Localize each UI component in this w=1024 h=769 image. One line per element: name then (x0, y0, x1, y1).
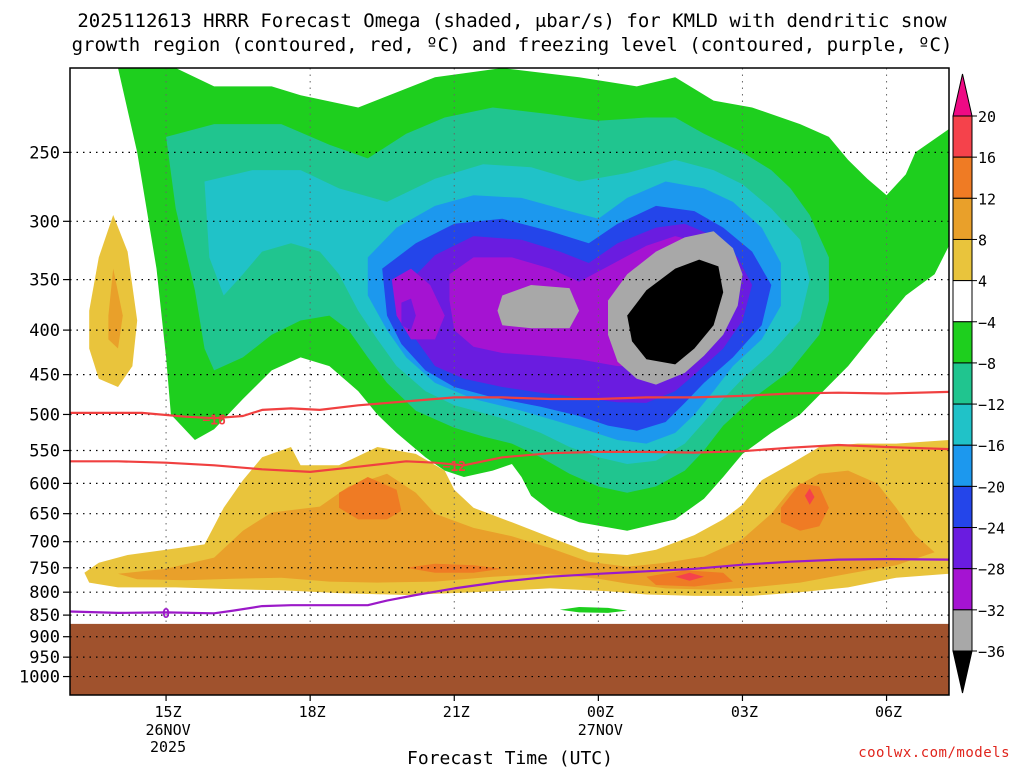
dgz-contour-label: −16 (202, 414, 226, 429)
omega-region-18 (780, 483, 829, 531)
y-tick-label: 400 (29, 321, 60, 341)
colorbar-swatch (952, 238, 973, 282)
omega-region-20 (804, 488, 815, 505)
omega-region-12 (559, 607, 628, 613)
plot-frame (69, 67, 950, 696)
colorbar-label: −32 (978, 602, 1005, 620)
colorbar-label: −8 (978, 355, 996, 373)
dgz-contour-1 (70, 443, 949, 473)
x-tick-label: 03Z (731, 703, 758, 721)
x-tick-date: 26NOV (145, 721, 190, 739)
y-tick-label: 550 (29, 442, 60, 462)
chart-title-line1: 2025112613 HRRR Forecast Omega (shaded, … (77, 10, 947, 32)
colorbar-label: −36 (978, 643, 1005, 661)
colorbar-swatch-bottom (952, 650, 973, 694)
omega-region-19 (675, 572, 704, 581)
colorbar-swatch (952, 403, 973, 446)
y-tick-label: 350 (29, 271, 60, 291)
colorbar-swatch (952, 362, 973, 405)
dgz-contour-0 (70, 390, 949, 420)
y-tick-label: 600 (29, 474, 60, 494)
colorbar-swatch (952, 280, 973, 323)
y-tick-label: 700 (29, 533, 60, 553)
omega-region-8 (497, 285, 580, 329)
colorbar-label: −16 (978, 437, 1005, 455)
colorbar-label: −28 (978, 561, 1005, 579)
colorbar-label: −4 (978, 314, 996, 332)
colorbar-label: 16 (978, 149, 996, 167)
y-tick-label: 800 (29, 583, 60, 603)
chart-title-line2: growth region (contoured, red, ºC) and f… (71, 34, 953, 56)
omega-region-14 (118, 470, 935, 590)
dgz-contour-label: −12 (443, 460, 466, 475)
colorbar-label: 4 (978, 273, 987, 291)
colorbar-swatch (952, 527, 973, 570)
omega-region-11 (401, 298, 416, 331)
x-tick-label: 15Z (155, 703, 182, 721)
colorbar-swatch (952, 485, 973, 529)
x-axis-title: Forecast Time (UTC) (407, 748, 613, 769)
colorbar-label: 20 (978, 108, 996, 126)
colorbar-swatch (952, 115, 973, 158)
x-tick-label: 18Z (299, 703, 326, 721)
colorbar-swatch (952, 321, 973, 364)
x-tick-label: 00Z (587, 703, 614, 721)
colorbar-swatch (952, 197, 973, 240)
y-tick-label: 1000 (19, 668, 60, 688)
omega-region-15 (339, 477, 402, 520)
omega-region-10 (627, 259, 724, 365)
y-tick-label: 750 (29, 559, 60, 579)
colorbar-swatch (952, 444, 973, 487)
y-tick-label: 900 (29, 628, 60, 648)
x-tick-label: 06Z (875, 703, 902, 721)
colorbar-swatch (952, 156, 973, 199)
x-tick-date: 27NOV (578, 721, 623, 739)
x-tick-label: 21Z (443, 703, 470, 721)
freezing-level-contour-2 (70, 557, 949, 615)
freezing-level-contour-label: 0 (162, 607, 170, 622)
y-tick-label: 300 (29, 212, 60, 232)
colorbar-label: −20 (978, 478, 1005, 496)
terrain-fill (70, 623, 949, 695)
colorbar-label: −12 (978, 396, 1005, 414)
colorbar-label: −24 (978, 520, 1005, 538)
colorbar-label: 12 (978, 190, 996, 208)
omega-region-22 (108, 268, 123, 349)
y-tick-label: 850 (29, 606, 60, 626)
colorbar-swatch (952, 609, 973, 652)
site-credit: coolwx.com/models (858, 745, 1010, 761)
colorbar-swatch-top (952, 73, 973, 117)
y-tick-label: 650 (29, 505, 60, 525)
y-tick-label: 950 (29, 648, 60, 668)
y-tick-label: 250 (29, 143, 60, 163)
x-tick-year: 2025 (150, 738, 186, 756)
y-tick-label: 500 (29, 405, 60, 425)
colorbar-swatch (952, 568, 973, 611)
y-tick-label: 450 (29, 366, 60, 386)
colorbar-label: 8 (978, 231, 987, 249)
